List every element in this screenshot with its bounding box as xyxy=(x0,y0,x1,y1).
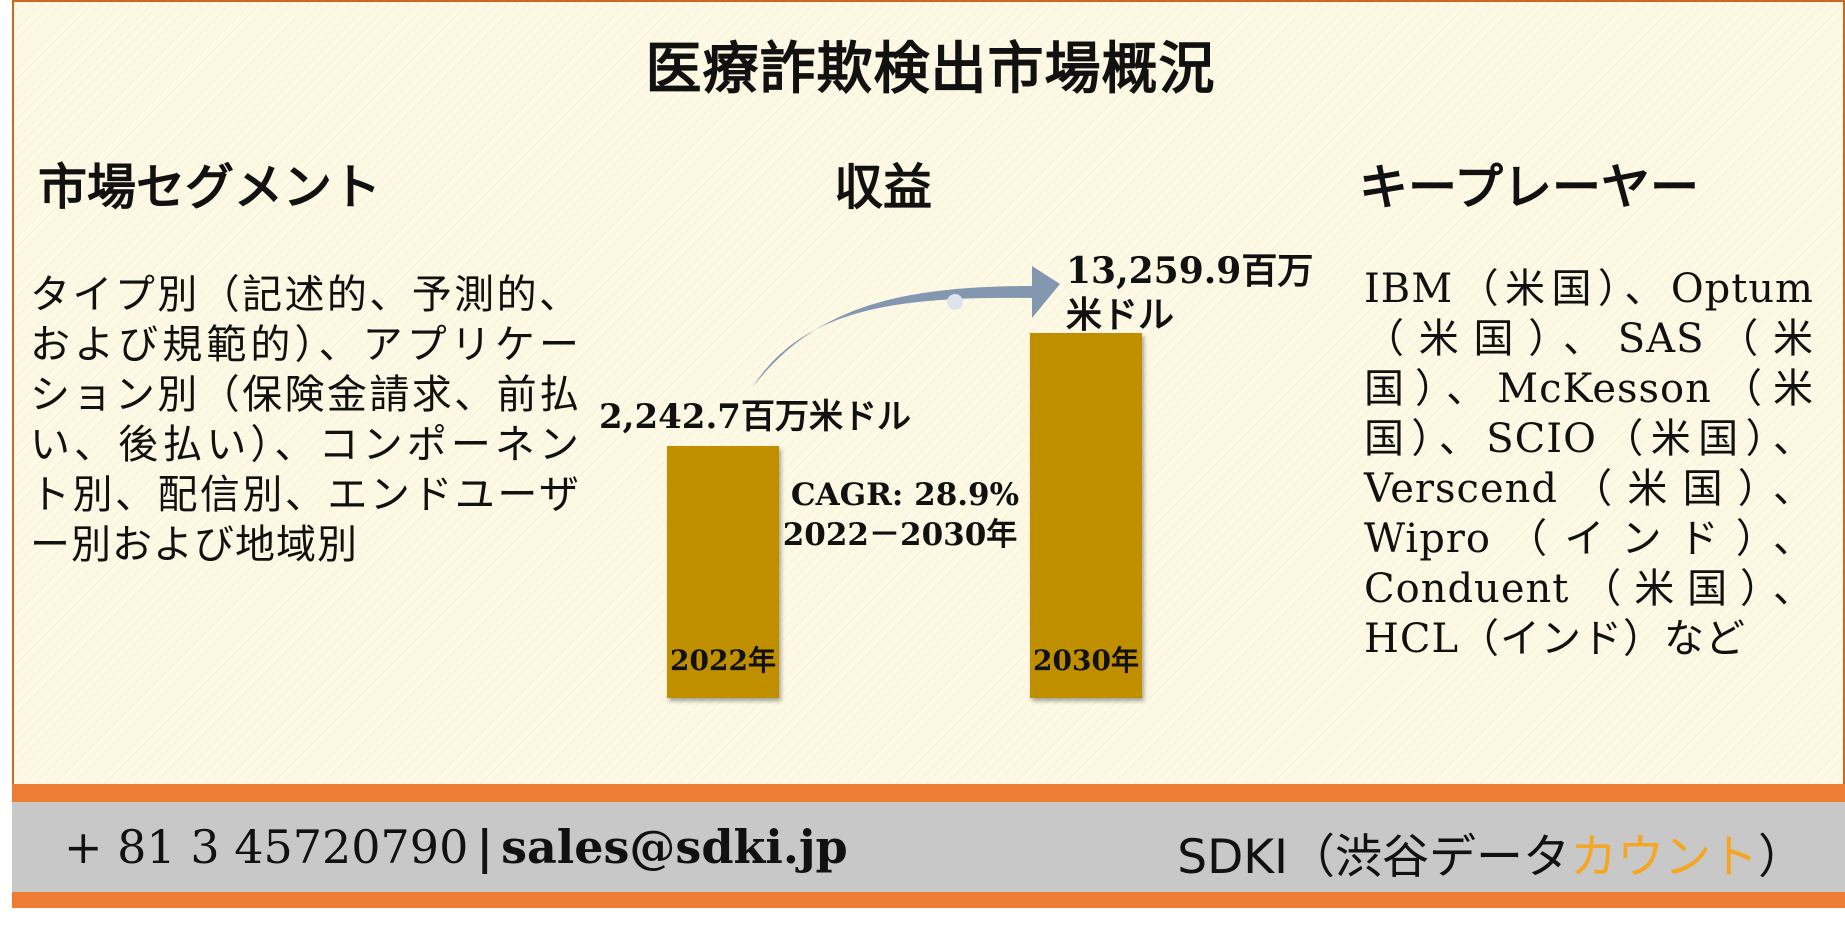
brand-name: SDKI（渋谷データカウント） xyxy=(1177,818,1805,887)
brand-suffix: ） xyxy=(1758,830,1805,885)
bar-2 xyxy=(1030,333,1142,698)
arrow-dot xyxy=(947,294,963,310)
segments-heading: 市場セグメント xyxy=(38,158,382,216)
players-text: IBM（米国）、Optum（米国）、SAS（米国）、McKesson（米国）、S… xyxy=(1364,266,1814,662)
cagr-label: CAGR: 28.9% xyxy=(791,477,1019,513)
revenue-chart: CAGR: 28.9% 2022－2030年 2022年 2,242.7百万米ドル… xyxy=(599,250,1313,698)
email-address[interactable]: sales@sdki.jp xyxy=(501,820,848,874)
revenue-heading: 収益 xyxy=(834,158,933,216)
players-heading: キープレーヤー xyxy=(1359,158,1700,216)
bar-value-label-unit: 米ドル xyxy=(1066,294,1174,336)
page-title: 医療詐欺検出市場概況 xyxy=(645,36,1216,102)
segments-text: タイプ別（記述的、予測的、および規範的）、アプリケーション別（保険金請求、前払い… xyxy=(30,272,580,568)
footer-bottom-stripe xyxy=(12,892,1845,908)
brand-prefix: SDKI（渋谷データ xyxy=(1177,830,1570,885)
bar-category-label: 2022年 xyxy=(670,644,776,677)
bar-value-label: 13,259.9百万 xyxy=(1066,250,1313,292)
brand-highlight: カウント xyxy=(1570,830,1758,885)
contact-separator: | xyxy=(476,820,494,874)
contact-info: + 81 3 45720790 | sales@sdki.jp xyxy=(64,820,848,874)
bar-value-label: 2,242.7百万米ドル xyxy=(599,397,911,437)
bar-category-label: 2030年 xyxy=(1033,644,1139,677)
overview-panel: 医療詐欺検出市場概況 市場セグメント 収益 キープレーヤー タイプ別（記述的、予… xyxy=(12,0,1845,784)
footer-top-stripe xyxy=(12,784,1845,802)
growth-arrow xyxy=(752,266,1060,388)
phone-number[interactable]: + 81 3 45720790 xyxy=(64,820,469,874)
cagr-period-label: 2022－2030年 xyxy=(783,517,1018,553)
bar-1 xyxy=(667,446,779,698)
footer-bar: + 81 3 45720790 | sales@sdki.jp SDKI（渋谷データ… xyxy=(12,802,1845,892)
